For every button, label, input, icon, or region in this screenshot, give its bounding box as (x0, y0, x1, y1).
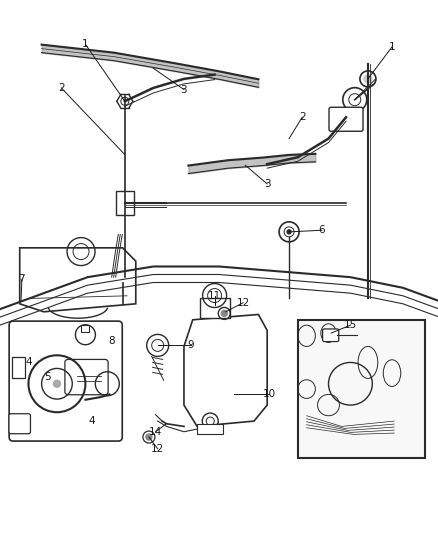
Circle shape (53, 380, 60, 387)
Text: 12: 12 (151, 444, 164, 454)
Text: 11: 11 (208, 291, 221, 301)
Circle shape (364, 75, 372, 83)
Bar (82, 383, 88, 388)
Text: 12: 12 (237, 298, 250, 308)
FancyBboxPatch shape (9, 321, 122, 441)
Text: 5: 5 (44, 373, 51, 382)
Bar (200, 297, 230, 318)
Text: 2: 2 (299, 112, 306, 122)
FancyBboxPatch shape (9, 414, 31, 434)
Text: 10: 10 (263, 390, 276, 399)
Text: 1: 1 (389, 42, 396, 52)
Circle shape (221, 310, 227, 317)
Text: 8: 8 (108, 336, 115, 346)
Text: 1: 1 (82, 39, 89, 49)
Text: 2: 2 (58, 83, 65, 93)
Text: 4: 4 (88, 416, 95, 426)
Text: 4: 4 (25, 358, 32, 367)
Bar (197, 424, 223, 434)
Text: 7: 7 (18, 274, 25, 284)
Bar (116, 190, 134, 215)
Circle shape (146, 434, 152, 440)
Circle shape (287, 230, 291, 234)
FancyBboxPatch shape (298, 320, 425, 458)
Text: 15: 15 (344, 320, 357, 330)
Text: 14: 14 (149, 427, 162, 437)
Text: 6: 6 (318, 225, 325, 235)
Text: 9: 9 (187, 341, 194, 350)
Bar (12, 357, 25, 378)
FancyBboxPatch shape (65, 359, 108, 395)
Polygon shape (20, 248, 136, 312)
FancyBboxPatch shape (323, 329, 339, 342)
Bar (81, 325, 89, 332)
Text: 3: 3 (180, 85, 187, 94)
FancyBboxPatch shape (329, 107, 363, 131)
Polygon shape (184, 314, 267, 426)
Text: 3: 3 (264, 179, 271, 189)
Bar (80, 373, 91, 383)
